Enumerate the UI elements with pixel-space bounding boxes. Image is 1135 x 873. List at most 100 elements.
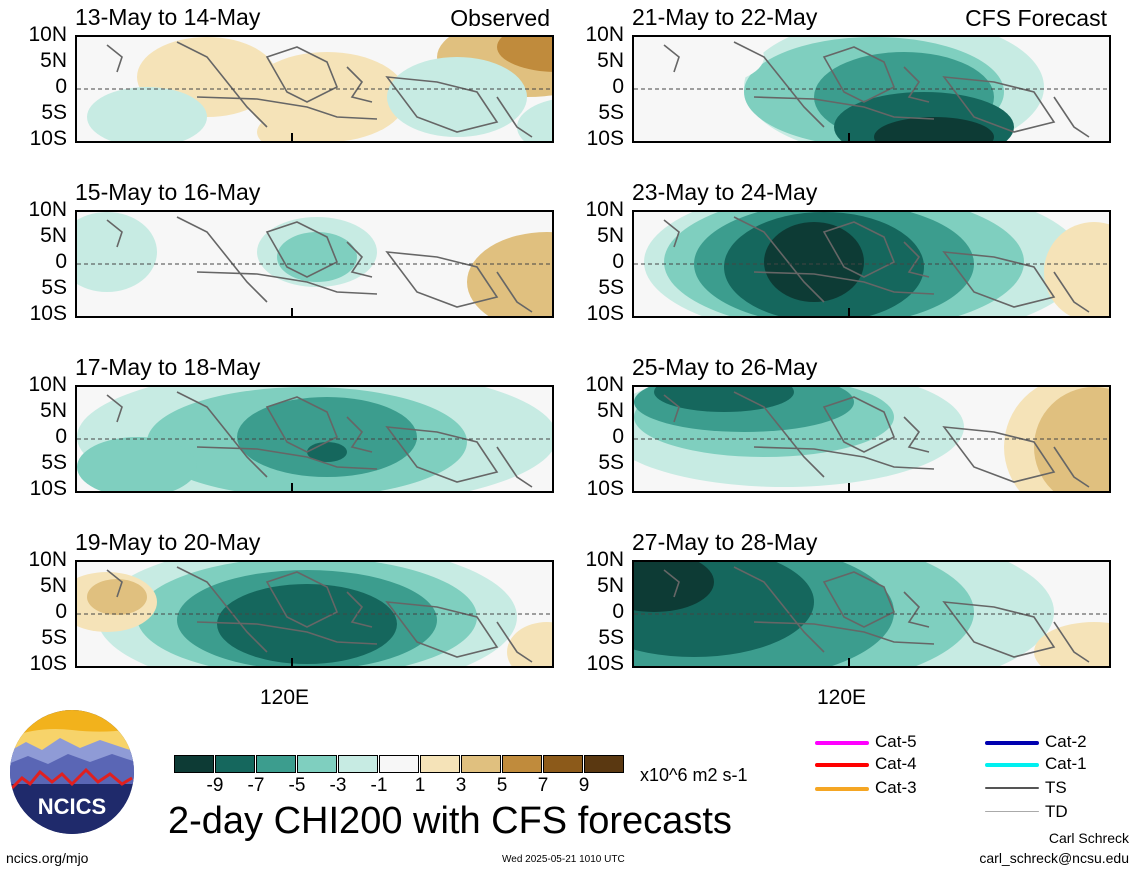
colorbar-units: x10^6 m2 s-1 xyxy=(640,765,748,785)
anomaly-contour xyxy=(277,232,357,282)
coastline xyxy=(733,391,825,478)
colorbar-swatch xyxy=(256,755,296,773)
panel-tag: Observed xyxy=(450,5,550,31)
legend-label: Cat-3 xyxy=(875,778,917,797)
footer-url[interactable]: ncics.org/mjo xyxy=(6,850,89,866)
coastline xyxy=(176,216,268,303)
coastline xyxy=(496,271,533,313)
panel-title: 27-May to 28-May xyxy=(632,529,818,555)
coastline xyxy=(733,216,825,303)
anomaly-contour xyxy=(764,222,864,302)
colorbar-label: -1 xyxy=(370,775,388,796)
coastline xyxy=(822,396,896,453)
legend-label: Cat-5 xyxy=(875,732,917,751)
colorbar-label: -9 xyxy=(206,775,224,796)
coastline xyxy=(265,46,339,103)
anomaly-contour xyxy=(217,584,397,664)
latitude-label: 0 xyxy=(612,600,624,623)
coastline xyxy=(265,571,339,628)
colorbar-swatch xyxy=(502,755,542,773)
coastline xyxy=(196,446,378,470)
latitude-label: 0 xyxy=(612,250,624,273)
coastline xyxy=(942,601,1056,658)
coastline xyxy=(1053,96,1090,138)
panel-title: 15-May to 16-May xyxy=(75,179,261,205)
map-panel xyxy=(75,560,554,668)
coastline xyxy=(942,426,1056,483)
coastline xyxy=(496,446,533,488)
latitude-label: 10S xyxy=(586,127,624,150)
panel-title: 25-May to 26-May xyxy=(632,354,818,380)
latitude-label: 5S xyxy=(598,276,624,299)
latitude-label: 10S xyxy=(29,477,67,500)
coastline xyxy=(942,251,1056,308)
latitude-label: 10N xyxy=(585,548,624,571)
panel-title: 19-May to 20-May xyxy=(75,529,261,555)
anomaly-contour xyxy=(517,99,552,141)
anomaly-contour xyxy=(507,622,552,666)
latitude-label: 10S xyxy=(586,652,624,675)
coastline xyxy=(663,219,680,248)
main-title: 2-day CHI200 with CFS forecasts xyxy=(168,800,732,842)
latitude-label: 0 xyxy=(55,425,67,448)
coastline xyxy=(385,601,499,658)
anomaly-contour xyxy=(497,37,552,72)
colorbar-swatch xyxy=(379,755,419,773)
legend-label: TS xyxy=(1045,778,1067,797)
legend-line xyxy=(815,741,869,745)
coastline xyxy=(385,426,499,483)
map-panel xyxy=(632,385,1111,493)
coastline xyxy=(822,46,896,103)
anomaly-contour xyxy=(387,57,527,137)
colorbar-label: 3 xyxy=(455,775,467,796)
latitude-label: 5S xyxy=(41,276,67,299)
latitude-label: 5N xyxy=(40,574,67,597)
coastline xyxy=(176,391,268,478)
anomaly-contour xyxy=(487,252,552,316)
legend-label: Cat-1 xyxy=(1045,754,1087,773)
latitude-label: 5S xyxy=(598,451,624,474)
footer-timestamp: Wed 2025-05-21 1010 UTC xyxy=(502,854,625,865)
coastline xyxy=(385,251,499,308)
coastline xyxy=(196,271,378,295)
map-panel xyxy=(632,35,1111,143)
coastline xyxy=(1053,271,1090,313)
colorbar-label: 9 xyxy=(578,775,590,796)
map-panel xyxy=(632,560,1111,668)
latitude-label: 10N xyxy=(28,548,67,571)
footer-author: Carl Schreck xyxy=(1048,830,1129,846)
anomaly-contour xyxy=(77,437,197,491)
coastline xyxy=(822,571,896,628)
latitude-label: 10N xyxy=(28,23,67,46)
coastline xyxy=(106,44,123,73)
anomaly-contour xyxy=(1044,222,1109,316)
colorbar-label: -3 xyxy=(329,775,347,796)
coastline xyxy=(663,44,680,73)
latitude-label: 5N xyxy=(40,399,67,422)
footer-email[interactable]: carl_schreck@ncsu.edu xyxy=(979,850,1129,866)
latitude-label: 0 xyxy=(612,425,624,448)
coastline xyxy=(385,76,499,133)
latitude-label: 5S xyxy=(41,101,67,124)
coastline xyxy=(822,221,896,278)
coastline xyxy=(496,96,533,138)
latitude-label: 10N xyxy=(585,198,624,221)
latitude-label: 5N xyxy=(40,49,67,72)
anomaly-contour xyxy=(634,562,714,612)
coastline xyxy=(176,41,268,128)
latitude-label: 5N xyxy=(597,399,624,422)
latitude-label: 5S xyxy=(598,626,624,649)
latitude-label: 5S xyxy=(598,101,624,124)
coastline xyxy=(196,621,378,645)
legend-label: Cat-4 xyxy=(875,754,917,773)
panel-title: 13-May to 14-May xyxy=(75,4,261,30)
colorbar-swatch xyxy=(215,755,255,773)
anomaly-contour xyxy=(237,397,417,477)
panel-title: 17-May to 18-May xyxy=(75,354,261,380)
colorbar-swatch xyxy=(584,755,624,773)
anomaly-contour xyxy=(87,87,207,141)
longitude-label: 120E xyxy=(260,686,310,709)
legend-line xyxy=(985,763,1039,767)
coastline xyxy=(753,271,935,295)
panel-title: 21-May to 22-May xyxy=(632,4,818,30)
